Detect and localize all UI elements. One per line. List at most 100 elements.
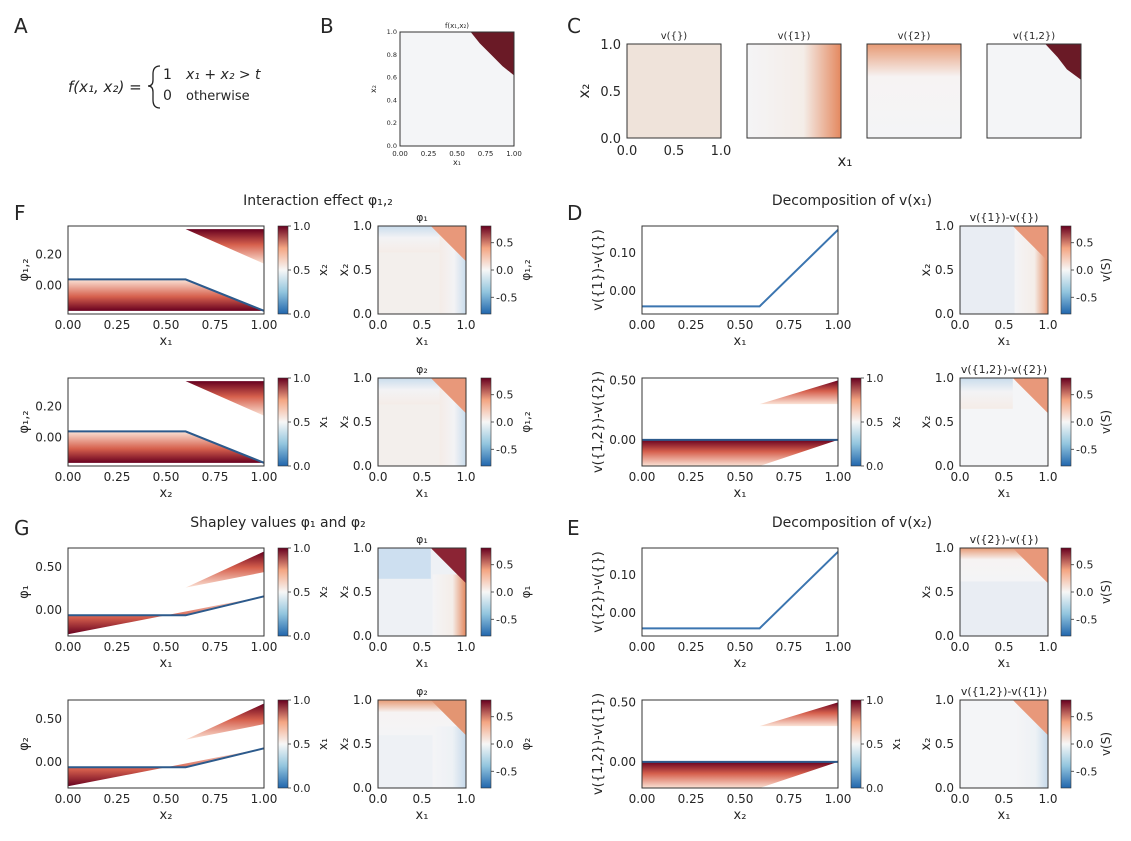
- E3-cb-label: x₁: [889, 738, 903, 750]
- D4-ytick-1: 0.5: [935, 415, 954, 429]
- G3-xtick-1: 0.25: [104, 792, 131, 806]
- F3-colorbar: [277, 377, 289, 467]
- D1-xtick-1: 0.25: [678, 318, 705, 332]
- D4-ytick-0: 0.0: [935, 459, 954, 473]
- E4-frame: [959, 699, 1049, 789]
- E2-cb-tick-0: 0.5: [1076, 559, 1094, 572]
- E3-ytick-1: 0.00: [609, 755, 636, 769]
- D4-cb-label: v(S): [1099, 410, 1113, 434]
- F4-frame: [377, 377, 467, 467]
- G3-cb-tick-2: 1.0: [293, 694, 311, 707]
- E3-ytick-0: 0.50: [609, 695, 636, 709]
- formula-case1-condition: x₁ + x₂ > t: [185, 67, 261, 83]
- D3-xtick-1: 0.25: [678, 470, 705, 484]
- G4-xtick-1: 0.5: [412, 792, 431, 806]
- E2-cb-tick-2: -0.5: [1076, 613, 1097, 626]
- D1-ytick-0: 0.10: [609, 246, 636, 260]
- G1-cb-label: x₂: [316, 586, 330, 598]
- D4-frame: [959, 377, 1049, 467]
- G3-cb-tick-1: 0.5: [293, 738, 311, 751]
- C1-frame: [626, 43, 722, 139]
- C4-region: [1045, 44, 1081, 80]
- C-xtick-0: 0.0: [617, 144, 638, 159]
- B-xlabel: x₁: [453, 158, 461, 167]
- G2-cb-tick-2: -0.5: [496, 613, 517, 626]
- E4-ytick-0: 0.0: [935, 781, 954, 795]
- F4-colorbar: [480, 377, 492, 467]
- C1-fill: [627, 44, 721, 138]
- D1-xlabel: x₁: [734, 334, 747, 349]
- D2-ylabel: x₂: [919, 264, 934, 277]
- D4-colorbar: [1060, 377, 1072, 467]
- G1-xtick-1: 0.25: [104, 640, 131, 654]
- G2-ytick-1: 0.5: [353, 585, 372, 599]
- D3-cb-tick-2: 1.0: [866, 372, 884, 385]
- D1-ylabel: v({1})-v({}): [591, 229, 606, 310]
- C2-fill: [747, 44, 841, 138]
- E1-ytick-0: 0.10: [609, 568, 636, 582]
- formula-case2-condition: otherwise: [186, 89, 250, 104]
- D1-ytick-1: 0.00: [609, 284, 636, 298]
- G1-ytick-1: 0.50: [35, 560, 62, 574]
- C-ytick-0: 0.0: [600, 132, 621, 147]
- C-ylabel: x₂: [575, 84, 593, 99]
- E4-cb-tick-2: -0.5: [1076, 765, 1097, 778]
- B-title: f(x₁,x₂): [445, 22, 469, 30]
- F2-frame: [377, 225, 467, 315]
- G2-title: φ₁: [416, 533, 428, 546]
- F4-title: φ₂: [416, 363, 428, 376]
- E2-ytick-0: 0.0: [935, 629, 954, 643]
- C-ytick-1: 0.5: [600, 85, 621, 100]
- E2-corner: [1012, 548, 1048, 584]
- G4-xtick-2: 1.0: [456, 792, 475, 806]
- F1-area-high: [185, 229, 264, 264]
- F2-ytick-1: 0.5: [353, 263, 372, 277]
- F4-ytick-2: 1.0: [353, 371, 372, 385]
- E2-xlabel: x₁: [998, 656, 1011, 671]
- formula-case1-value: 1: [163, 67, 172, 83]
- F4-cb-tick-1: 0.0: [496, 416, 514, 429]
- D1-xtick-0: 0.00: [629, 318, 656, 332]
- G2-ytick-0: 0.0: [353, 629, 372, 643]
- G4-colorbar: [480, 699, 492, 789]
- E2-ytick-1: 0.5: [935, 585, 954, 599]
- D2-cb-tick-2: -0.5: [1076, 291, 1097, 304]
- section-title-e: Decomposition of v(x₂): [772, 515, 932, 531]
- E4-ylabel: x₂: [919, 738, 934, 751]
- F2-cb-label: φ₁,₂: [519, 259, 533, 281]
- F2-xtick-1: 0.5: [412, 318, 431, 332]
- G1-xtick-3: 0.75: [202, 640, 229, 654]
- F4-xlabel: x₁: [416, 486, 429, 501]
- F4-ytick-1: 0.5: [353, 415, 372, 429]
- F3-xtick-0: 0.00: [55, 470, 82, 484]
- F4-xtick-0: 0.0: [368, 470, 387, 484]
- E3-frame: [641, 699, 839, 789]
- G3-ylabel: φ₂: [17, 737, 32, 751]
- E1-xtick-0: 0.00: [629, 640, 656, 654]
- G2-band-right: [432, 574, 466, 636]
- E4-cb-tick-1: 0.0: [1076, 738, 1094, 751]
- F3-xtick-1: 0.25: [104, 470, 131, 484]
- C3-title: v({2}): [898, 31, 931, 42]
- F1-frame: [67, 225, 265, 315]
- D4-xlabel: x₁: [998, 486, 1011, 501]
- G4-cb-label: φ₂: [519, 737, 533, 750]
- F2-ytick-0: 0.0: [353, 307, 372, 321]
- F4-ylabel: x₂: [337, 416, 352, 429]
- F3-xlabel: x₂: [160, 486, 173, 501]
- E2-ytick-2: 1.0: [935, 541, 954, 555]
- section-title-g: Shapley values φ₁ and φ₂: [190, 515, 365, 531]
- F3-area-high: [185, 381, 264, 416]
- F3-frame: [67, 377, 265, 467]
- F2-cb-tick-1: 0.0: [496, 264, 514, 277]
- D2-ytick-1: 0.5: [935, 263, 954, 277]
- D4-band: [960, 378, 1013, 409]
- B-xtick-2: 0.50: [449, 150, 465, 158]
- B-ytick-1: 0.2: [387, 119, 397, 127]
- D3-xtick-0: 0.00: [629, 470, 656, 484]
- G1-cb-tick-1: 0.5: [293, 586, 311, 599]
- F2-cb-tick-2: -0.5: [496, 291, 517, 304]
- E3-xtick-1: 0.25: [678, 792, 705, 806]
- G2-xlabel: x₁: [416, 656, 429, 671]
- E4-cb-tick-0: 0.5: [1076, 711, 1094, 724]
